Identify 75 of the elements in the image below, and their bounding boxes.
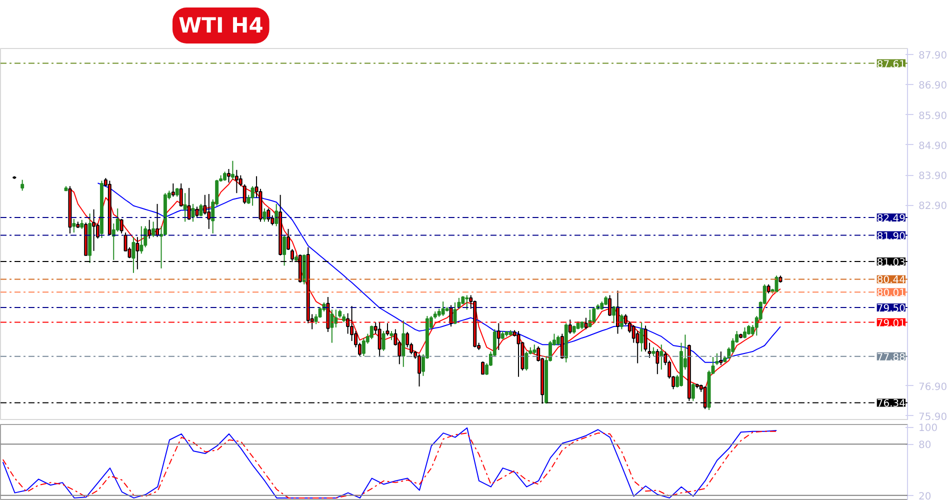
ref-line-label: 82.49 [876,213,906,224]
y-tick-label: 86.90 [918,80,948,92]
y-tick-label: 76.90 [918,382,948,393]
candlestick [242,184,246,204]
candlestick [743,326,746,339]
candlestick [691,382,695,402]
ref-line-label: 81.03 [876,257,906,268]
candlestick [230,160,234,180]
candlestick [660,344,664,370]
y-tick-label: 85.90 [918,110,948,122]
y-tick-label: 20 [918,491,932,500]
ref-line-label: 79.01 [876,318,906,330]
ref-line-label: 81.90 [876,231,906,242]
line-series [97,182,781,363]
candlestick [441,301,445,316]
candlestick [334,309,338,328]
candlestick [588,309,592,328]
candlestick [481,360,485,375]
candlestick [92,208,96,252]
chart-title: WTI H4 [178,14,264,38]
candlestick [604,296,608,306]
y-tick-label: 87.90 [918,50,948,62]
candlestick [199,203,203,217]
candlestick [262,208,266,222]
candlestick [116,208,120,232]
candlestick [318,306,322,318]
candlestick [132,236,136,274]
y-tick-label: 75.90 [918,412,948,423]
candlestick [183,192,187,222]
candlestick [179,182,183,208]
candlestick [370,325,374,340]
candlestick [20,179,24,192]
candlestick [362,338,366,357]
candlestick [120,218,124,234]
candlestick [152,221,156,238]
candlestick [207,193,211,230]
candlestick [282,234,286,266]
candlestick [156,203,160,238]
candlestick [187,187,191,220]
candlestick [556,335,560,346]
candlestick [72,218,76,234]
y-tick-label: 83.90 [918,171,948,182]
ref-line-label: 87.61 [876,59,906,70]
candlestick [524,351,528,371]
candlestick [266,208,270,222]
candlestick [148,219,152,240]
candlestick [140,226,144,254]
candlestick [532,344,536,355]
ref-line-label: 80.44 [876,275,906,286]
candlestick [496,322,500,351]
y-tick-label: 84.90 [918,140,948,152]
candlestick [766,284,770,294]
candlestick [171,182,175,198]
candlestick [620,314,624,330]
candlestick [418,354,421,387]
y-tick-label: 100 [918,423,938,434]
candlestick [402,320,406,368]
candlestick [330,309,334,344]
candlestick [612,306,616,324]
candlestick [465,294,469,310]
y-tick-label: 82.90 [918,201,948,212]
ref-line-label: 79.50 [876,304,906,315]
ref-line-label: 77.88 [876,352,906,364]
candlestick [719,351,723,366]
candlestick [560,333,564,360]
y-tick-label: 80 [918,440,932,452]
candlestick [195,206,199,218]
candlestick [608,294,612,316]
ref-line-label: 76.34 [876,398,906,410]
candlestick [80,219,84,230]
candlestick [656,348,660,375]
candlestick [250,186,254,206]
candlestick [640,322,644,352]
candlestick [274,203,278,227]
candlestick [382,330,386,352]
